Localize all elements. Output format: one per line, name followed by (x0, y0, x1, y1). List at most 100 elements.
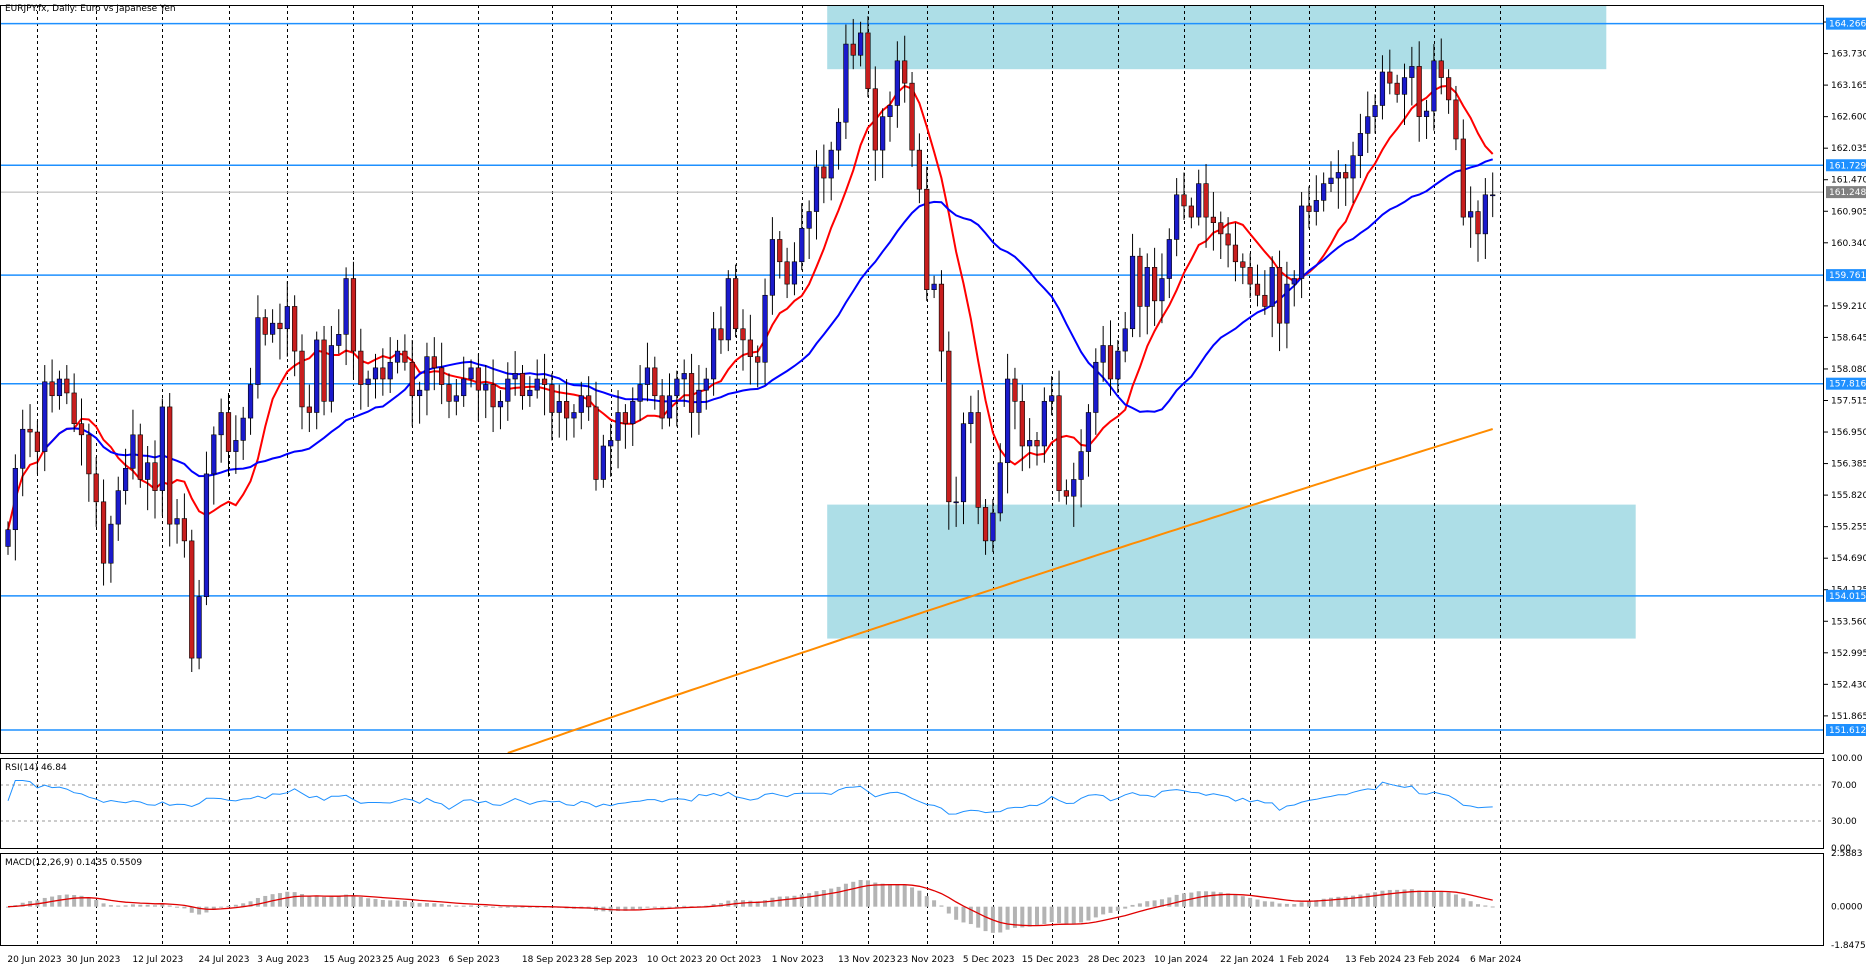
macd-histogram-bar (233, 904, 238, 907)
macd-histogram-bar (1174, 894, 1179, 907)
candle (593, 381, 599, 491)
macd-histogram-bar (351, 895, 356, 907)
date-tick-label: 25 Aug 2023 (382, 955, 440, 965)
candle-body (887, 105, 893, 117)
candle (843, 24, 849, 139)
candle-body (1056, 395, 1062, 491)
macd-histogram-bar (711, 903, 716, 907)
macd-histogram-bar (1064, 906, 1069, 924)
candle (1482, 178, 1488, 259)
macd-histogram-bar (1453, 894, 1458, 907)
candle-body (365, 378, 371, 385)
macd-histogram-bar (1446, 892, 1451, 907)
candle-body (1071, 479, 1077, 497)
macd-histogram-bar (424, 903, 429, 907)
candle-body (615, 412, 621, 441)
candle-body (350, 278, 357, 352)
candle-body (130, 434, 136, 469)
macd-histogram-bar (483, 906, 488, 908)
candle (1394, 74, 1400, 103)
candle-body (505, 378, 511, 402)
macd-histogram-bar (807, 893, 812, 907)
candle-body (769, 239, 775, 296)
candle (1115, 339, 1121, 393)
candle (1100, 325, 1106, 382)
date-tick-label: 1 Feb 2024 (1279, 955, 1330, 965)
candle-body (255, 317, 261, 385)
macd-histogram-bar (1204, 891, 1209, 907)
candle (1431, 44, 1437, 131)
candle-body (1247, 267, 1253, 285)
candle-body (578, 395, 584, 413)
candle (924, 166, 930, 301)
candle (710, 312, 717, 396)
hline-label-0-box (1826, 17, 1866, 30)
macd-histogram-bar (1483, 905, 1488, 907)
candle-body (799, 227, 805, 263)
ma-fast-line (7, 84, 1494, 530)
candle-body (1019, 401, 1025, 447)
candle-body (1453, 99, 1459, 140)
date-tick-label: 22 Jan 2024 (1220, 955, 1274, 965)
macd-histogram-bar (763, 900, 768, 907)
macd-histogram-bar (1424, 891, 1429, 907)
macd-histogram-bar (255, 897, 260, 907)
macd-histogram-bar (1042, 906, 1047, 925)
candle-body (865, 32, 871, 90)
candle-body (828, 149, 834, 179)
macd-histogram-bar (86, 897, 91, 907)
candle-body (167, 406, 173, 525)
candle (358, 328, 364, 410)
macd-label: MACD(12,26,9) 0.1435 0.5509 (5, 858, 142, 868)
candle (696, 365, 702, 435)
macd-histogram-bar (1373, 892, 1378, 907)
macd-histogram-bar (476, 905, 481, 907)
macd-histogram-bar (344, 894, 349, 907)
macd-histogram-bar (1476, 904, 1480, 907)
candle-body (1284, 283, 1290, 324)
macd-histogram-bar (954, 906, 959, 920)
candle-body (1004, 378, 1011, 464)
candle-body (218, 412, 224, 436)
current-price-label-text: 161.248 (1829, 188, 1866, 198)
candle-body (652, 367, 658, 397)
ma-slow-line (44, 158, 1494, 478)
candle-body (1343, 172, 1349, 179)
candle (1107, 320, 1114, 396)
macd-signal-line (7, 883, 1493, 927)
rsi-level-label: 100.00 (1831, 754, 1863, 764)
macd-histogram-bar (145, 904, 150, 907)
candle (137, 423, 143, 488)
candle (806, 200, 812, 259)
candle-body (475, 367, 482, 391)
macd-histogram-bar (1380, 890, 1385, 907)
candle-body (997, 462, 1003, 514)
candle-body (1166, 239, 1172, 279)
candle-body (225, 412, 232, 452)
macd-histogram-bar (1049, 906, 1054, 923)
candle-body (1262, 294, 1268, 307)
macd-histogram-bar (211, 906, 216, 910)
candle-body (453, 395, 459, 402)
candle-body (946, 350, 952, 503)
candle (1468, 186, 1474, 248)
indicators-layer (0, 780, 1824, 933)
candle-body (1225, 233, 1231, 246)
candle (968, 395, 974, 444)
macd-histogram-bar (395, 900, 400, 907)
candle-body (1335, 172, 1341, 179)
macd-histogram-bar (388, 900, 393, 907)
candle (953, 476, 959, 527)
candle (225, 392, 232, 477)
macd-histogram-bar (1255, 899, 1260, 907)
price-tick-label: 161.470 (1831, 176, 1866, 186)
macd-histogram-bar (1211, 891, 1216, 907)
macd-histogram-bar (1145, 901, 1150, 907)
candle-body (56, 378, 63, 397)
candle (5, 521, 11, 555)
candle-body (1210, 216, 1216, 224)
candle (86, 423, 92, 502)
macd-histogram-bar (1365, 893, 1370, 907)
candle-body (5, 529, 11, 547)
candle-body (123, 468, 129, 491)
